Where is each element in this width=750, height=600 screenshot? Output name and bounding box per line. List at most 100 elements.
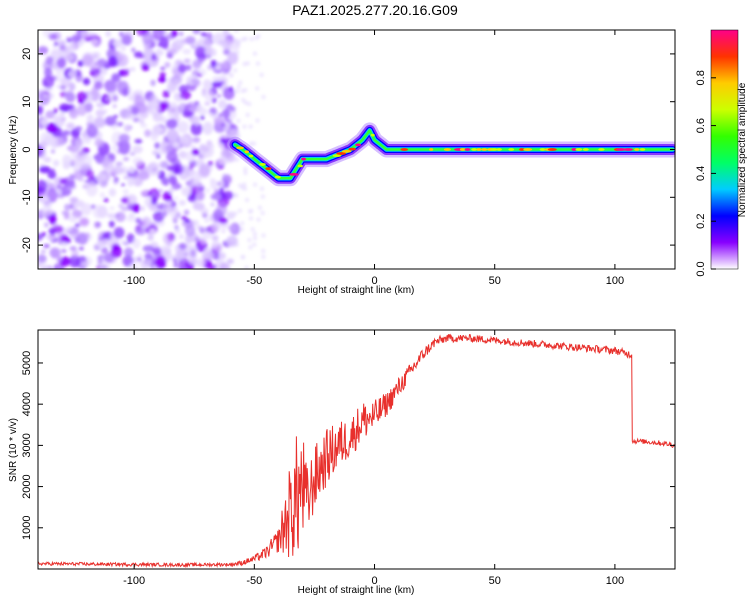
colorbar-tick-label: 0.6 [695, 118, 707, 133]
spectrogram-noise-blob [134, 95, 146, 108]
spectrogram-noise-blob [261, 233, 266, 238]
spectrogram-noise-blob [66, 226, 72, 232]
spectrogram-noise-blob [62, 154, 72, 167]
spectrogram-noise-blob [253, 182, 258, 187]
spectrogram-noise-blob [132, 117, 140, 123]
spectrogram-ridge-peak [301, 157, 306, 161]
snr-x-tick-label: -100 [123, 575, 145, 587]
spectrogram-noise-blob [38, 262, 42, 268]
spectrogram-noise-blob [53, 41, 59, 46]
spectrogram-noise-blob [250, 227, 255, 232]
spectrogram-noise-blob [243, 36, 248, 41]
spectrogram-noise-blob [166, 48, 178, 55]
spectrogram-x-tick-label: -100 [123, 275, 145, 287]
spectrogram-noise-blob [123, 157, 130, 162]
spectrogram-noise-blob [152, 210, 165, 223]
spectrogram-noise-blob [204, 248, 211, 253]
spectrogram-noise-blob [210, 179, 218, 190]
spectrogram-x-tick-label: 0 [371, 275, 377, 287]
spectrogram-noise-blob [256, 217, 261, 222]
spectrogram-noise-blob [219, 262, 231, 269]
spectrogram-noise-blob [113, 39, 124, 49]
spectrogram-noise-blob [174, 225, 179, 230]
spectrogram-noise-blob [192, 178, 199, 185]
spectrogram-noise-blob [92, 54, 99, 59]
spectrogram-noise-blob [167, 112, 176, 119]
spectrogram-noise-blob [60, 78, 72, 87]
spectrogram-noise-blob [226, 235, 238, 247]
spectrogram-noise-blob [255, 61, 260, 66]
spectrogram-noise-blob [132, 156, 143, 166]
spectrogram-noise-blob [192, 41, 199, 48]
spectrogram-noise-blob [121, 166, 128, 175]
spectrogram-noise-blob [106, 213, 114, 218]
snr-series-line [38, 333, 675, 569]
spectrogram-noise-blob [101, 246, 109, 255]
spectrogram-noise-blob [140, 54, 145, 59]
spectrogram-noise-blob [51, 140, 60, 149]
spectrogram-noise-blob [259, 72, 264, 77]
spectrogram-noise-blob [41, 205, 52, 217]
spectrogram-ridge-peak [297, 164, 304, 168]
spectrogram-ridge-peak [476, 148, 482, 151]
spectrogram-noise-blob [166, 200, 172, 205]
spectrogram-noise-blob [90, 66, 95, 71]
spectrogram-noise-blob [66, 43, 76, 53]
spectrogram-noise-blob [120, 183, 126, 187]
colorbar-label: Normalized spectral amplitude [737, 82, 748, 217]
spectrogram-noise-blob [106, 49, 113, 58]
spectrogram-noise-blob [202, 39, 212, 50]
spectrogram-noise-blob [118, 139, 131, 155]
spectrogram-noise-blob [82, 77, 91, 86]
spectrogram-noise-blob [39, 166, 51, 174]
spectrogram-noise-blob [204, 101, 211, 106]
spectrogram-noise-blob [220, 139, 228, 144]
spectrogram-noise-blob [227, 225, 235, 231]
spectrogram-noise-blob [53, 108, 58, 114]
spectrogram-y-tick-label: -20 [21, 237, 33, 253]
spectrogram-noise-blob [99, 192, 105, 198]
spectrogram-noise-blob [228, 128, 239, 139]
spectrogram-noise-blob [172, 78, 180, 86]
spectrogram-noise-blob [154, 255, 167, 269]
spectrogram-y-axis-title: Frequency (Hz) [8, 116, 19, 185]
snr-plot-area [38, 330, 675, 569]
spectrogram-noise-blob [226, 133, 232, 137]
spectrogram-noise-blob [211, 235, 219, 241]
spectrogram-noise-blob [131, 106, 140, 115]
spectrogram-noise-blob [233, 193, 238, 198]
snr-x-tick-label: -50 [246, 575, 262, 587]
spectrogram-noise-blob [140, 122, 148, 128]
spectrogram-noise-blob [103, 197, 109, 203]
spectrogram-ridge-peak [634, 148, 640, 151]
spectrogram-noise-blob [236, 84, 241, 89]
spectrogram-noise-blob [213, 255, 220, 261]
spectrogram-noise-blob [53, 159, 60, 167]
spectrogram-noise-blob [73, 202, 80, 208]
spectrogram-noise-blob [247, 238, 252, 243]
spectrogram-noise-blob [242, 61, 247, 66]
spectrogram-noise-blob [108, 188, 117, 197]
spectrogram-noise-blob [82, 54, 94, 67]
spectrogram-x-axis-title: Height of straight line (km) [298, 285, 415, 296]
spectrogram-noise-blob [196, 104, 203, 111]
spectrogram-noise-blob [60, 234, 69, 242]
spectrogram-noise-blob [235, 89, 240, 94]
spectrogram-noise-blob [173, 262, 179, 268]
spectrogram-noise-blob [111, 145, 118, 152]
spectrogram-noise-blob [183, 58, 191, 64]
spectrogram-noise-blob [261, 248, 266, 253]
spectrogram-ridge-peak [496, 148, 502, 151]
spectrogram-noise-blob [113, 176, 119, 183]
spectrogram-noise-blob [199, 187, 204, 191]
spectrogram-noise-blob [119, 69, 130, 77]
spectrogram-noise-blob [145, 257, 152, 267]
spectrogram-noise-blob [76, 232, 89, 245]
spectrogram-noise-blob [113, 226, 125, 239]
spectrogram-x-tick-label: 100 [606, 275, 624, 287]
spectrogram-noise-blob [218, 180, 225, 187]
spectrogram-noise-blob [181, 186, 192, 197]
spectrogram-noise-blob [46, 122, 58, 134]
spectrogram-noise-blob [45, 110, 55, 119]
